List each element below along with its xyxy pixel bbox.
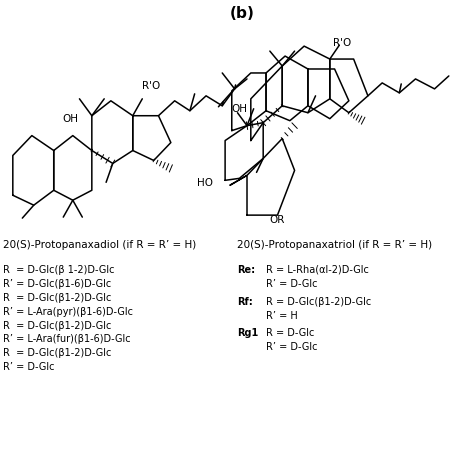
- Text: R’ = H: R’ = H: [266, 310, 298, 320]
- Text: 20(S)-Protopanaxadiol (if R = R’ = H): 20(S)-Protopanaxadiol (if R = R’ = H): [3, 240, 197, 250]
- Text: R’ = D-Glc: R’ = D-Glc: [266, 279, 318, 289]
- Text: Re:: Re:: [237, 265, 255, 275]
- Text: R  = D-Glc(β1-2)D-Glc: R = D-Glc(β1-2)D-Glc: [3, 320, 112, 330]
- Text: HO: HO: [197, 178, 213, 188]
- Text: R’ = L-Ara(fur)(β1-6)D-Glc: R’ = L-Ara(fur)(β1-6)D-Glc: [3, 335, 131, 345]
- Text: OH: OH: [231, 104, 247, 114]
- Text: R = L-Rha(αl-2)D-Glc: R = L-Rha(αl-2)D-Glc: [266, 265, 369, 275]
- Text: Rg1: Rg1: [237, 328, 259, 338]
- Text: R  = D-Glc(β1-2)D-Glc: R = D-Glc(β1-2)D-Glc: [3, 292, 112, 303]
- Text: OH: OH: [62, 114, 78, 124]
- Text: R’ = D-Glc: R’ = D-Glc: [3, 362, 55, 372]
- Text: R'O: R'O: [142, 81, 161, 91]
- Text: OR: OR: [270, 215, 285, 225]
- Text: R'O: R'O: [333, 38, 351, 48]
- Text: R = D-Glc: R = D-Glc: [266, 328, 314, 338]
- Text: R  = D-Glc(β 1-2)D-Glc: R = D-Glc(β 1-2)D-Glc: [3, 265, 115, 275]
- Text: R’ = L-Ara(pyr)(β1-6)D-Glc: R’ = L-Ara(pyr)(β1-6)D-Glc: [3, 307, 133, 317]
- Polygon shape: [230, 175, 247, 185]
- Text: R = D-Glc(β1-2)D-Glc: R = D-Glc(β1-2)D-Glc: [266, 297, 371, 307]
- Text: R’ = D-Glc(β1-6)D-Glc: R’ = D-Glc(β1-6)D-Glc: [3, 279, 111, 289]
- Text: R’ = D-Glc: R’ = D-Glc: [266, 342, 318, 352]
- Text: R  = D-Glc(β1-2)D-Glc: R = D-Glc(β1-2)D-Glc: [3, 348, 112, 358]
- Text: Rf:: Rf:: [237, 297, 253, 307]
- Text: $\mathbf{(b)}$: $\mathbf{(b)}$: [228, 4, 254, 22]
- Text: 20(S)-Protopanaxatriol (if R = R’ = H): 20(S)-Protopanaxatriol (if R = R’ = H): [237, 240, 433, 250]
